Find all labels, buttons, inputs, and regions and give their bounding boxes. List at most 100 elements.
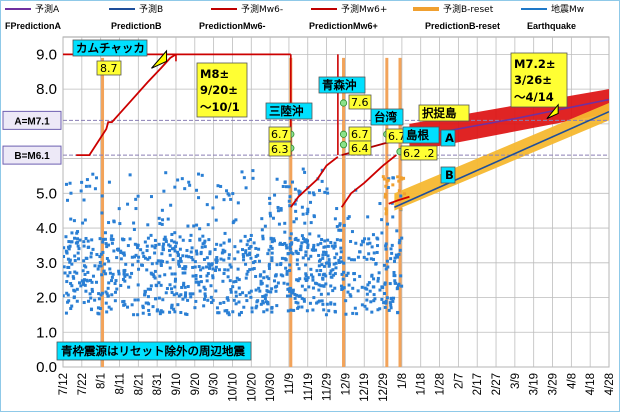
earthquake-marker xyxy=(272,239,276,243)
earthquake-marker xyxy=(249,295,253,299)
earthquake-marker xyxy=(66,257,70,261)
earthquake-marker xyxy=(288,269,292,273)
earthquake-marker xyxy=(253,260,257,264)
earthquake-marker xyxy=(203,239,207,243)
earthquake-marker xyxy=(376,279,380,283)
earthquake-marker xyxy=(68,244,72,248)
earthquake-marker xyxy=(340,260,344,264)
earthquake-marker xyxy=(366,242,370,246)
earthquake-marker xyxy=(136,259,140,263)
earthquake-marker xyxy=(339,246,343,250)
earthquake-marker xyxy=(193,265,197,269)
earthquake-marker xyxy=(262,276,266,280)
annotation-text: カムチャッカ xyxy=(76,41,145,55)
earthquake-marker xyxy=(175,292,179,296)
x-tick-label: 3/9 xyxy=(510,373,522,389)
earthquake-marker xyxy=(382,263,386,267)
earthquake-marker xyxy=(72,276,76,280)
earthquake-marker xyxy=(76,237,80,241)
earthquake-marker xyxy=(317,283,321,287)
earthquake-marker xyxy=(339,238,343,242)
earthquake-marker xyxy=(173,310,177,314)
earthquake-marker xyxy=(390,251,394,255)
earthquake-marker xyxy=(316,243,320,247)
earthquake-marker xyxy=(148,256,152,260)
earthquake-marker xyxy=(249,245,253,249)
earthquake-marker xyxy=(256,299,260,303)
earthquake-marker xyxy=(228,279,232,283)
earthquake-marker xyxy=(223,268,227,272)
earthquake-marker xyxy=(146,223,150,227)
earthquake-marker xyxy=(265,284,269,288)
earthquake-marker xyxy=(75,231,79,235)
x-tick-label: 2/7 xyxy=(453,373,465,389)
earthquake-marker xyxy=(177,259,181,263)
earthquake-marker xyxy=(284,243,288,247)
earthquake-marker xyxy=(122,303,126,307)
earthquake-marker xyxy=(329,301,333,305)
earthquake-marker xyxy=(184,293,188,297)
earthquake-marker xyxy=(91,172,95,176)
earthquake-marker xyxy=(305,309,309,313)
earthquake-marker xyxy=(326,254,330,258)
earthquake-marker xyxy=(222,241,226,245)
earthquake-marker xyxy=(283,241,287,245)
earthquake-marker xyxy=(285,246,289,250)
earthquake-marker xyxy=(72,219,76,223)
earthquake-marker xyxy=(237,286,241,290)
earthquake-marker xyxy=(254,306,258,310)
earthquake-marker xyxy=(248,252,252,256)
earthquake-marker xyxy=(85,256,89,260)
earthquake-marker xyxy=(69,217,73,221)
earthquake-marker xyxy=(200,173,204,177)
earthquake-marker xyxy=(194,277,198,281)
earthquake-marker xyxy=(170,287,174,291)
earthquake-marker xyxy=(358,274,362,278)
earthquake-marker xyxy=(191,258,195,262)
earthquake-marker xyxy=(289,289,293,293)
earthquake-marker xyxy=(228,263,232,267)
earthquake-marker xyxy=(173,285,177,289)
earthquake-marker xyxy=(303,288,307,292)
earthquake-marker xyxy=(377,271,381,275)
x-tick-label: 1/18 xyxy=(416,373,428,395)
earthquake-marker xyxy=(376,244,380,248)
earthquake-marker xyxy=(73,236,77,240)
earthquake-marker xyxy=(273,274,277,278)
annotation-text: 3/26± xyxy=(514,73,552,87)
earthquake-marker xyxy=(275,177,279,181)
earthquake-marker xyxy=(317,253,321,257)
earthquake-marker xyxy=(249,233,253,237)
x-tick-label: 1/28 xyxy=(435,373,447,395)
earthquake-marker xyxy=(333,286,337,290)
earthquake-marker xyxy=(257,247,261,251)
earthquake-marker xyxy=(70,304,74,308)
earthquake-marker xyxy=(319,269,323,273)
earthquake-marker xyxy=(75,299,79,303)
earthquake-marker xyxy=(183,271,187,275)
earthquake-marker xyxy=(102,270,106,274)
earthquake-marker xyxy=(378,307,382,311)
earthquake-marker xyxy=(347,283,351,287)
earthquake-marker xyxy=(113,282,117,286)
earthquake-marker xyxy=(333,309,337,313)
annotation-text: M8± xyxy=(200,67,229,81)
earthquake-marker xyxy=(321,253,325,257)
earthquake-marker xyxy=(398,238,402,242)
annotation-text: 青森沖 xyxy=(322,78,357,92)
earthquake-marker xyxy=(297,267,301,271)
earthquake-marker xyxy=(225,296,229,300)
x-tick-label: 10/10 xyxy=(227,373,239,402)
earthquake-marker xyxy=(335,225,339,229)
earthquake-marker xyxy=(227,256,231,260)
earthquake-marker xyxy=(141,311,145,315)
earthquake-marker xyxy=(397,241,401,245)
earthquake-marker xyxy=(223,231,227,235)
earthquake-marker xyxy=(161,218,165,222)
earthquake-marker xyxy=(153,238,157,242)
earthquake-marker xyxy=(189,250,193,254)
earthquake-marker xyxy=(281,243,285,247)
earthquake-marker xyxy=(222,271,226,275)
earthquake-marker xyxy=(117,207,121,211)
earthquake-marker xyxy=(270,256,274,260)
